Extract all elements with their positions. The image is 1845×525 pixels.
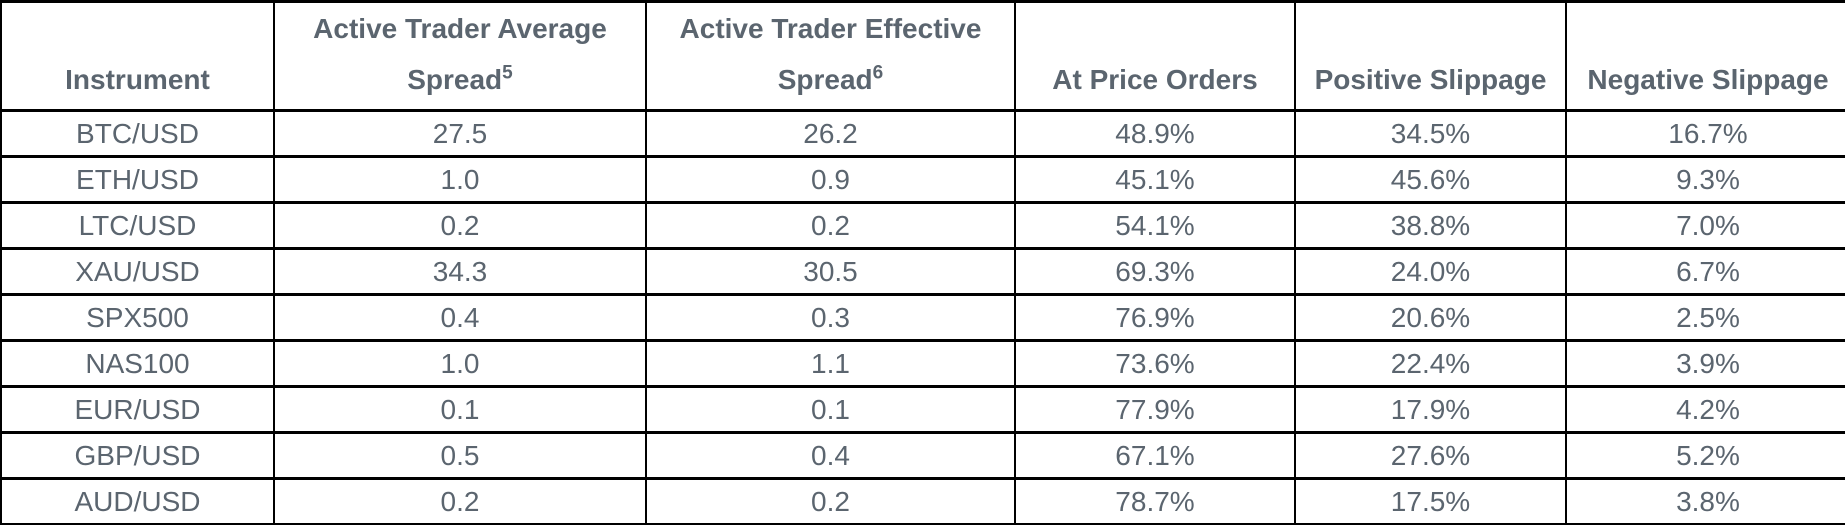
cell-positive-slippage: 24.0% — [1294, 247, 1567, 296]
col-header-instrument: Instrument — [0, 0, 275, 112]
col-header-label: Instrument — [65, 64, 210, 95]
cell-instrument: ETH/USD — [0, 155, 275, 204]
cell-average-spread: 0.5 — [273, 431, 647, 480]
cell-instrument: LTC/USD — [0, 201, 275, 250]
table-row: EUR/USD 0.1 0.1 77.9% 17.9% 4.2% — [0, 385, 1845, 434]
table-row: XAU/USD 34.3 30.5 69.3% 24.0% 6.7% — [0, 247, 1845, 296]
cell-instrument: XAU/USD — [0, 247, 275, 296]
cell-effective-spread: 0.1 — [645, 385, 1016, 434]
cell-effective-spread: 0.4 — [645, 431, 1016, 480]
table-row: ETH/USD 1.0 0.9 45.1% 45.6% 9.3% — [0, 155, 1845, 204]
col-header-label-line2: Spread — [777, 64, 873, 95]
cell-average-spread: 1.0 — [273, 155, 647, 204]
cell-average-spread: 0.1 — [273, 385, 647, 434]
table-row: LTC/USD 0.2 0.2 54.1% 38.8% 7.0% — [0, 201, 1845, 250]
table-header: Instrument Active Trader Average Spread5… — [0, 0, 1845, 112]
col-header-active-trader-average-spread: Active Trader Average Spread5 — [273, 0, 647, 112]
col-header-negative-slippage: Negative Slippage — [1565, 0, 1845, 112]
cell-positive-slippage: 34.5% — [1294, 109, 1567, 158]
cell-average-spread: 0.4 — [273, 293, 647, 342]
col-header-label: Positive Slippage — [1314, 64, 1547, 95]
cell-at-price-orders: 67.1% — [1014, 431, 1296, 480]
cell-at-price-orders: 48.9% — [1014, 109, 1296, 158]
cell-positive-slippage: 17.9% — [1294, 385, 1567, 434]
cell-average-spread: 27.5 — [273, 109, 647, 158]
cell-average-spread: 1.0 — [273, 339, 647, 388]
cell-instrument: EUR/USD — [0, 385, 275, 434]
footnote-marker: 5 — [502, 62, 513, 84]
table-body: BTC/USD 27.5 26.2 48.9% 34.5% 16.7% ETH/… — [0, 109, 1845, 525]
col-header-label: At Price Orders — [1052, 64, 1258, 95]
cell-positive-slippage: 38.8% — [1294, 201, 1567, 250]
cell-effective-spread: 26.2 — [645, 109, 1016, 158]
col-header-label-line1: Active Trader Average — [313, 13, 607, 44]
cell-at-price-orders: 78.7% — [1014, 477, 1296, 525]
cell-at-price-orders: 54.1% — [1014, 201, 1296, 250]
table-row: BTC/USD 27.5 26.2 48.9% 34.5% 16.7% — [0, 109, 1845, 158]
cell-at-price-orders: 45.1% — [1014, 155, 1296, 204]
table-row: GBP/USD 0.5 0.4 67.1% 27.6% 5.2% — [0, 431, 1845, 480]
table-row: NAS100 1.0 1.1 73.6% 22.4% 3.9% — [0, 339, 1845, 388]
cell-positive-slippage: 27.6% — [1294, 431, 1567, 480]
cell-negative-slippage: 3.9% — [1565, 339, 1845, 388]
cell-instrument: GBP/USD — [0, 431, 275, 480]
cell-negative-slippage: 2.5% — [1565, 293, 1845, 342]
cell-instrument: NAS100 — [0, 339, 275, 388]
cell-effective-spread: 0.2 — [645, 201, 1016, 250]
cell-positive-slippage: 22.4% — [1294, 339, 1567, 388]
cell-instrument: BTC/USD — [0, 109, 275, 158]
table-row: AUD/USD 0.2 0.2 78.7% 17.5% 3.8% — [0, 477, 1845, 525]
cell-effective-spread: 0.2 — [645, 477, 1016, 525]
cell-at-price-orders: 76.9% — [1014, 293, 1296, 342]
cell-instrument: AUD/USD — [0, 477, 275, 525]
cell-negative-slippage: 7.0% — [1565, 201, 1845, 250]
col-header-at-price-orders: At Price Orders — [1014, 0, 1296, 112]
cell-effective-spread: 30.5 — [645, 247, 1016, 296]
cell-negative-slippage: 5.2% — [1565, 431, 1845, 480]
footnote-marker: 6 — [872, 62, 884, 84]
col-header-active-trader-effective-spread: Active Trader Effective Spread6 — [645, 0, 1016, 112]
cell-negative-slippage: 4.2% — [1565, 385, 1845, 434]
cell-negative-slippage: 3.8% — [1565, 477, 1845, 525]
cell-effective-spread: 0.9 — [645, 155, 1016, 204]
cell-negative-slippage: 6.7% — [1565, 247, 1845, 296]
cell-negative-slippage: 16.7% — [1565, 109, 1845, 158]
cell-positive-slippage: 45.6% — [1294, 155, 1567, 204]
cell-at-price-orders: 69.3% — [1014, 247, 1296, 296]
cell-effective-spread: 1.1 — [645, 339, 1016, 388]
cell-at-price-orders: 73.6% — [1014, 339, 1296, 388]
cell-average-spread: 34.3 — [273, 247, 647, 296]
cell-positive-slippage: 20.6% — [1294, 293, 1567, 342]
table-row: SPX500 0.4 0.3 76.9% 20.6% 2.5% — [0, 293, 1845, 342]
cell-average-spread: 0.2 — [273, 477, 647, 525]
cell-negative-slippage: 9.3% — [1565, 155, 1845, 204]
cell-instrument: SPX500 — [0, 293, 275, 342]
cell-at-price-orders: 77.9% — [1014, 385, 1296, 434]
cell-positive-slippage: 17.5% — [1294, 477, 1567, 525]
cell-effective-spread: 0.3 — [645, 293, 1016, 342]
col-header-label: Negative Slippage — [1587, 64, 1829, 95]
col-header-positive-slippage: Positive Slippage — [1294, 0, 1567, 112]
header-row: Instrument Active Trader Average Spread5… — [0, 0, 1845, 112]
cell-average-spread: 0.2 — [273, 201, 647, 250]
col-header-label-line2: Spread — [407, 64, 503, 95]
col-header-label-line1: Active Trader Effective — [679, 13, 982, 44]
